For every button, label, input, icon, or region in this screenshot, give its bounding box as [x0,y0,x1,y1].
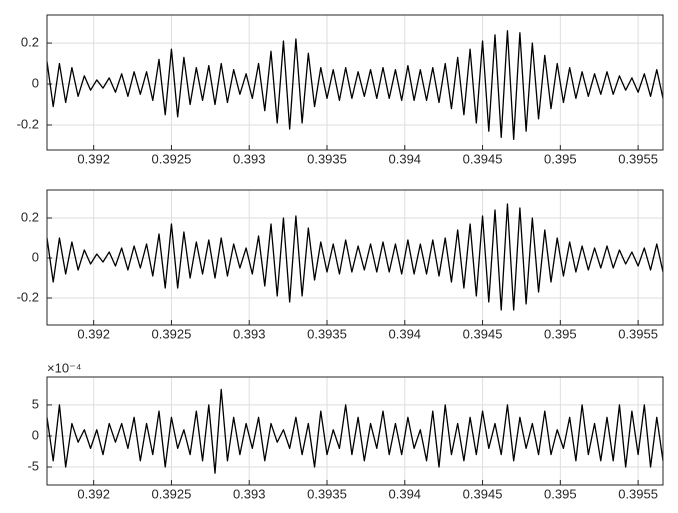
x-tick-label: 0.3955 [618,151,658,166]
x-tick-label: 0.395 [544,151,577,166]
x-tick-label: 0.393 [233,151,266,166]
x-tick-label: 0.3955 [618,326,658,341]
y-tick-label: -0.2 [17,289,39,304]
y-tick-label: 0 [32,75,39,90]
x-tick-label: 0.392 [77,151,110,166]
x-tick-label: 0.393 [233,486,266,501]
x-tick-label: 0.3955 [618,486,658,501]
x-tick-label: 0.394 [389,326,422,341]
x-tick-label: 0.3945 [463,326,503,341]
x-tick-label: 0.3935 [307,326,347,341]
y-tick-label: -0.2 [17,116,39,131]
x-tick-label: 0.394 [389,486,422,501]
y-exponent-label: ×10⁻⁴ [47,360,82,375]
axes-box [46,189,664,326]
y-tick-label: 0 [32,249,39,264]
axes-box [46,376,664,486]
x-tick-label: 0.392 [77,326,110,341]
x-tick-label: 0.394 [389,151,422,166]
x-tick-label: 0.3925 [152,151,192,166]
signal-line [46,388,664,474]
x-tick-label: 0.3935 [307,151,347,166]
axes-box [46,14,664,151]
y-tick-label: 0 [32,427,39,442]
y-tick-label: -5 [27,458,39,473]
x-tick-label: 0.395 [544,486,577,501]
x-tick-label: 0.3945 [463,151,503,166]
x-tick-label: 0.3945 [463,486,503,501]
x-tick-label: 0.395 [544,326,577,341]
signal-line [46,203,664,311]
y-tick-label: 0.2 [21,35,39,50]
signal-line [46,30,664,140]
x-tick-label: 0.3935 [307,486,347,501]
x-tick-label: 0.3925 [152,326,192,341]
y-tick-label: 0.2 [21,209,39,224]
x-tick-label: 0.393 [233,326,266,341]
x-tick-label: 0.392 [77,486,110,501]
x-tick-label: 0.3925 [152,486,192,501]
y-tick-label: 5 [32,396,39,411]
